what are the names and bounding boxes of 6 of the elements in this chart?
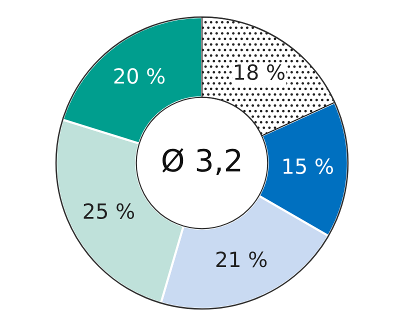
data-label: 18 % <box>235 64 285 80</box>
text: Ø 3,2 <box>162 148 240 175</box>
data-label: 25 % <box>84 203 134 220</box>
data-label: 15 % <box>284 158 333 174</box>
data-label: 20 % <box>114 68 165 84</box>
data-label: 21 % <box>216 252 267 268</box>
